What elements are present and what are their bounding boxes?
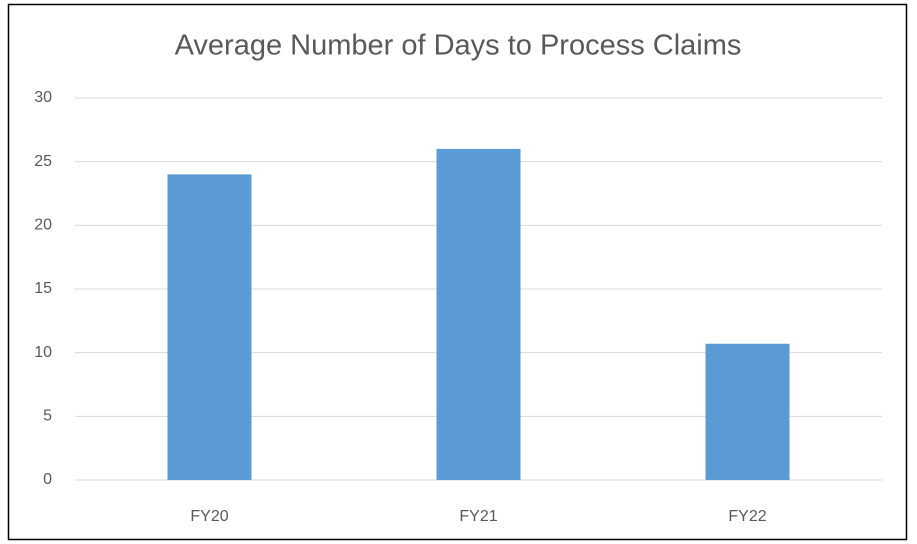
y-tick-label: 20	[34, 217, 52, 234]
y-tick-label: 0	[43, 471, 52, 488]
chart-title: Average Number of Days to Process Claims	[175, 30, 742, 62]
y-tick-label: 5	[43, 408, 52, 425]
bar	[167, 174, 252, 480]
x-tick-label: FY22	[728, 508, 766, 525]
y-tick-label: 30	[34, 89, 52, 106]
bar	[436, 148, 521, 480]
y-tick-label: 15	[34, 280, 52, 297]
x-tick-label: FY20	[190, 508, 228, 525]
bar	[705, 343, 790, 480]
x-tick-label: FY21	[459, 508, 497, 525]
y-tick-label: 10	[34, 344, 52, 361]
y-tick-label: 25	[34, 153, 52, 170]
